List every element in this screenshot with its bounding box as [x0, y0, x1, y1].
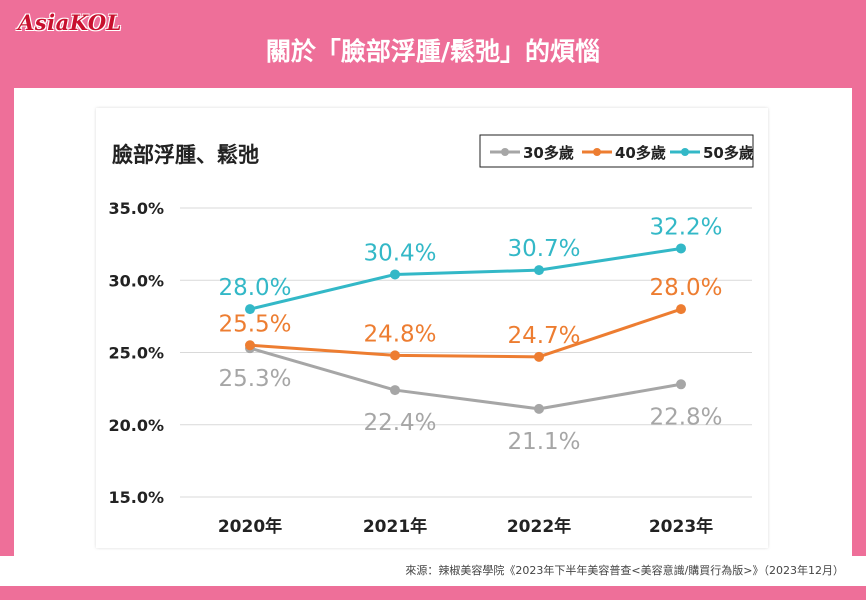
x-tick-label: 2023年 — [649, 516, 713, 537]
data-point — [390, 385, 400, 396]
data-point — [390, 350, 400, 361]
x-tick-label: 2022年 — [507, 516, 571, 537]
line-chart: 臉部浮腫、鬆弛 35.0% 30.0% 25.0% 20.0% 15.0% 2020年 202… — [108, 134, 754, 537]
y-tick-label: 30.0% — [108, 271, 164, 290]
data-label: 25.5% — [218, 311, 291, 337]
brand-logo: AsiaKOL — [18, 10, 122, 35]
data-label: 24.8% — [363, 321, 436, 347]
data-point — [534, 403, 544, 414]
chart-card — [96, 108, 768, 548]
y-tick-label: 20.0% — [108, 416, 164, 435]
series-line — [249, 246, 682, 311]
legend-entry: 50多歲 — [703, 144, 754, 162]
y-tick-label: 35.0% — [108, 199, 164, 218]
legend-box — [479, 134, 754, 168]
frame-right-border — [852, 88, 866, 600]
data-label: 22.8% — [649, 404, 722, 430]
data-label: 22.4% — [363, 410, 436, 436]
legend-swatch-marker — [681, 148, 689, 156]
data-label: 30.4% — [363, 240, 436, 266]
data-point — [676, 379, 686, 390]
data-point — [534, 265, 544, 276]
legend-swatch-marker — [501, 148, 509, 156]
data-point — [390, 269, 400, 280]
page-title: 關於「臉部浮腫/鬆弛」的煩惱 — [265, 37, 601, 66]
data-point — [245, 340, 255, 351]
series-line — [249, 307, 682, 359]
data-point — [245, 304, 255, 315]
legend-entry: 40多歲 — [615, 144, 666, 162]
x-tick-label: 2021年 — [363, 516, 427, 537]
y-tick-label: 25.0% — [108, 344, 164, 363]
data-label: 32.2% — [649, 214, 722, 240]
title-banner: AsiaKOL 關於「臉部浮腫/鬆弛」的煩惱 — [0, 0, 866, 88]
data-point — [676, 243, 686, 254]
x-tick-label: 2020年 — [218, 516, 282, 537]
legend-swatch-marker — [593, 148, 601, 156]
data-point — [676, 304, 686, 315]
data-label: 25.3% — [218, 366, 291, 392]
y-tick-label: 15.0% — [108, 488, 164, 507]
data-label: 24.7% — [507, 323, 580, 349]
chart-title: 臉部浮腫、鬆弛 — [112, 143, 259, 167]
data-label: 28.0% — [649, 275, 722, 301]
series-line — [249, 346, 682, 411]
legend-entry: 30多歲 — [523, 144, 574, 162]
data-point — [534, 351, 544, 362]
frame-left-border — [0, 88, 14, 600]
data-label: 21.1% — [507, 429, 580, 455]
source-note: 來源：辣椒美容學院《2023年下半年美容普查<美容意識/購買行為版>》（2023… — [405, 564, 844, 577]
source-strip — [0, 556, 866, 586]
data-label: 28.0% — [218, 275, 291, 301]
data-label: 30.7% — [507, 236, 580, 262]
